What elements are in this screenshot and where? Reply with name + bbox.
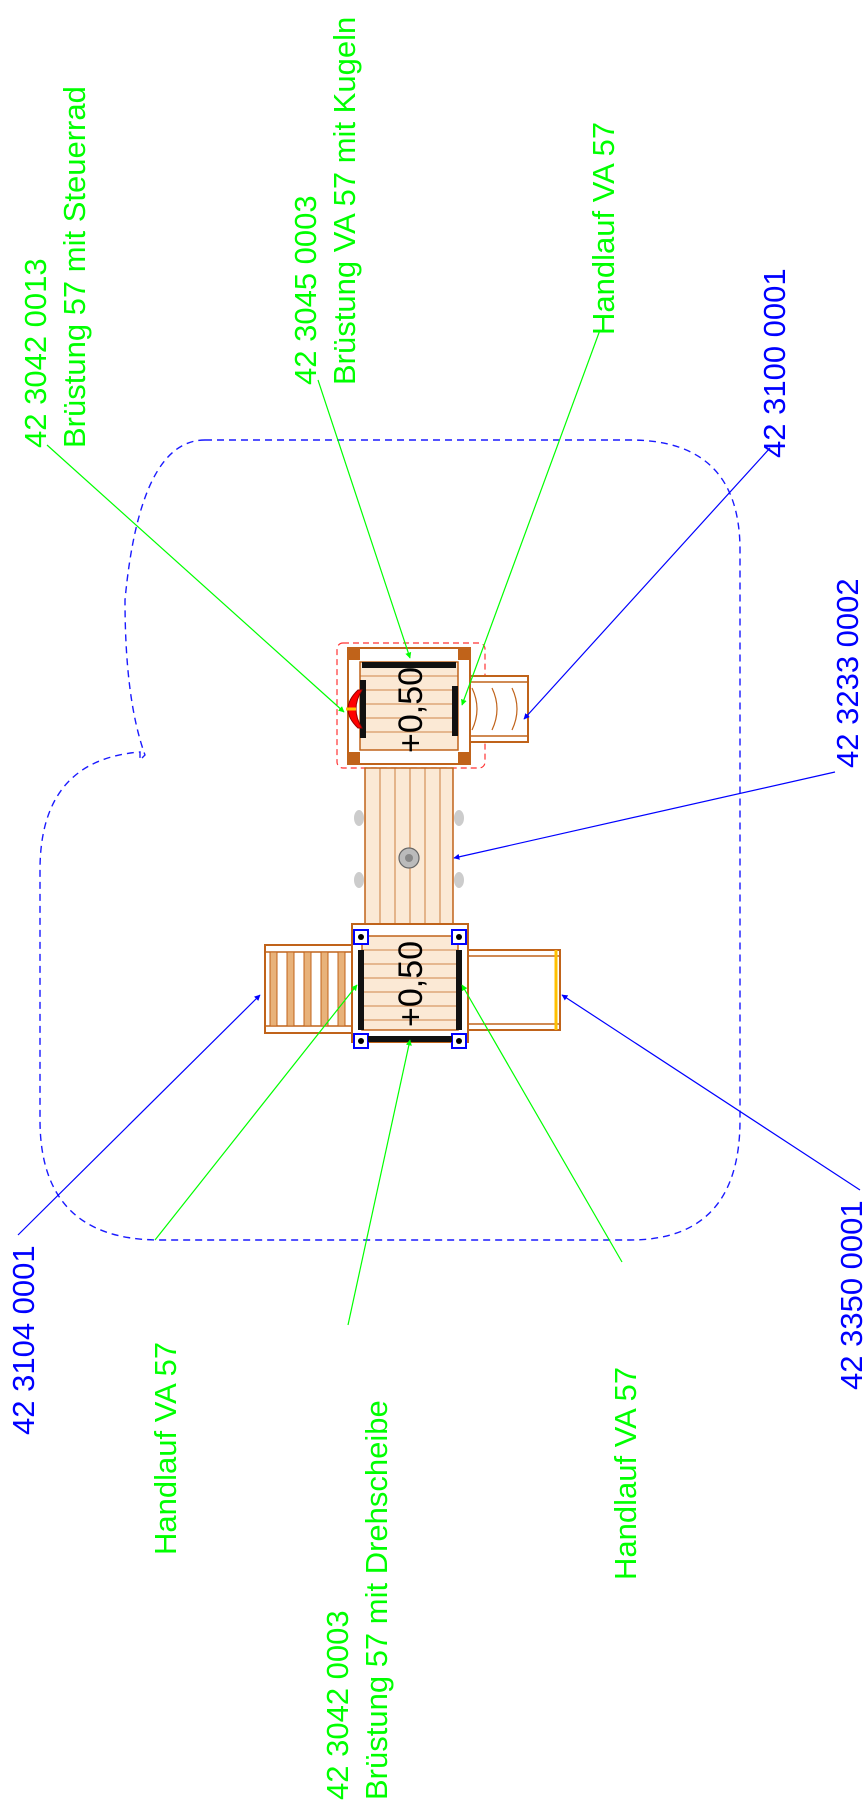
lower-drehscheibe-railing xyxy=(368,1036,452,1042)
lower-post-bolt xyxy=(456,1038,462,1044)
leader-3350 xyxy=(561,994,861,1191)
bridge-support xyxy=(354,810,364,826)
leader-3233 xyxy=(453,771,836,860)
lower-post-bolt xyxy=(358,934,364,940)
lower-post-bolt xyxy=(456,934,462,940)
leader-handlauf-left xyxy=(154,984,358,1241)
label-bruestung-drehscheibe: 42 3042 0003 Brüstung 57 mit Drehscheibe xyxy=(320,1400,394,1800)
ladder-rung xyxy=(269,951,278,1027)
upper-tower: +0,50 xyxy=(346,647,471,765)
label-3350-code: 42 3350 0001 xyxy=(834,1200,867,1390)
label-handlauf-top-text: Handlauf VA 57 xyxy=(586,122,621,335)
label-3100: 42 3100 0001 xyxy=(757,268,792,458)
label-3233: 42 3233 0002 xyxy=(830,578,865,768)
label-kugeln-text: Brüstung VA 57 mit Kugeln xyxy=(327,17,362,385)
upper-ladder xyxy=(469,675,529,743)
leader-kugeln xyxy=(317,379,412,659)
upper-steuerrad-railing xyxy=(360,680,366,738)
leader-handlauf-top xyxy=(461,329,601,706)
label-drehscheibe-code: 42 3042 0003 xyxy=(320,1610,355,1800)
ladder-rung xyxy=(303,951,312,1027)
label-3350: 42 3350 0001 xyxy=(834,1200,867,1390)
label-handlauf-top: Handlauf VA 57 xyxy=(586,122,621,335)
lower-platform-height: +0,50 xyxy=(392,941,430,1027)
upper-post xyxy=(348,752,360,764)
leader-handlauf-right xyxy=(461,984,623,1263)
label-bruestung-kugeln: 42 3045 0003 Brüstung VA 57 mit Kugeln xyxy=(288,17,362,385)
lower-handlauf-left xyxy=(358,950,364,1030)
upper-kugeln-railing xyxy=(362,662,456,668)
label-3104: 42 3104 0001 xyxy=(6,1245,41,1435)
leader-3104 xyxy=(17,994,261,1236)
upper-ladder-curve xyxy=(471,687,478,731)
label-3104-code: 42 3104 0001 xyxy=(6,1245,41,1435)
ladder-rung xyxy=(286,951,295,1027)
upper-post xyxy=(348,648,360,660)
lower-post-bolt xyxy=(358,1038,364,1044)
safety-zone-outline xyxy=(39,439,741,1241)
upper-platform-deck xyxy=(359,661,459,751)
label-3100-code: 42 3100 0001 xyxy=(757,268,792,458)
lower-platform-deck xyxy=(361,935,459,1031)
leader-steuerrad xyxy=(46,444,345,713)
upper-post xyxy=(458,752,470,764)
bridge-center-fitting-inner xyxy=(405,854,413,862)
ladder-rung xyxy=(337,951,346,1027)
label-handlauf-left: Handlauf VA 57 xyxy=(148,1342,183,1555)
lower-left-ladder xyxy=(264,944,353,1034)
label-steuerrad-code: 42 3042 0013 xyxy=(18,258,53,448)
label-handlauf-right-text: Handlauf VA 57 xyxy=(608,1367,643,1580)
bridge-support xyxy=(354,872,364,888)
upper-platform-height: +0,50 xyxy=(392,667,430,753)
lower-right-slide xyxy=(467,949,561,1031)
lower-handlauf-right xyxy=(456,950,462,1030)
upper-ladder-curve xyxy=(491,687,498,731)
label-drehscheibe-text: Brüstung 57 mit Drehscheibe xyxy=(359,1400,394,1800)
slide-frame xyxy=(467,949,561,1031)
upper-post xyxy=(458,648,470,660)
ladder-rung xyxy=(320,951,329,1027)
label-handlauf-left-text: Handlauf VA 57 xyxy=(148,1342,183,1555)
bridge-support xyxy=(454,810,464,826)
label-handlauf-right: Handlauf VA 57 xyxy=(608,1367,643,1580)
lower-tower: +0,50 xyxy=(351,923,469,1049)
bridge xyxy=(354,767,464,925)
label-kugeln-code: 42 3045 0003 xyxy=(288,195,323,385)
upper-ladder-frame xyxy=(469,675,529,743)
upper-handlauf-rail xyxy=(452,686,458,736)
upper-ladder-curve xyxy=(511,687,518,731)
leader-3100 xyxy=(523,447,771,720)
leader-drehscheibe xyxy=(347,1039,412,1326)
label-steuerrad-text: Brüstung 57 mit Steuerrad xyxy=(57,86,92,448)
label-bruestung-steuerrad: 42 3042 0013 Brüstung 57 mit Steuerrad xyxy=(18,86,92,448)
label-3233-code: 42 3233 0002 xyxy=(830,578,865,768)
bridge-support xyxy=(454,872,464,888)
